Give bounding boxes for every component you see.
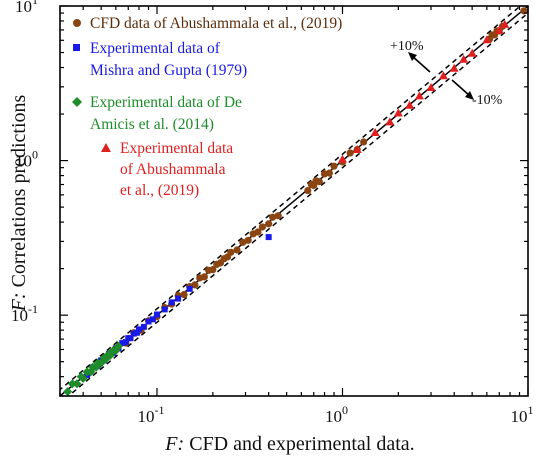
- x-axis-label: F: CFD and experimental data.: [164, 433, 414, 455]
- legend: CFD data of Abushammala et al., (2019) E…: [72, 15, 342, 199]
- legend-marker-diamond: [72, 97, 82, 107]
- data-point: [346, 149, 354, 157]
- data-point: [330, 162, 338, 170]
- reference-line-lower: [67, 12, 528, 396]
- y-axis-label-prefix: F:: [8, 292, 30, 312]
- y-axis-label-text: Correlations predictions: [8, 94, 30, 287]
- data-point: [426, 83, 436, 92]
- data-point: [254, 228, 262, 236]
- data-point: [133, 329, 140, 336]
- x-tick-label: 100: [325, 403, 348, 426]
- legend-entry-exp-abushammala-line3: et al., (2019): [120, 182, 199, 199]
- legend-entry-mishra-gupta-line2: Mishra and Gupta (1979): [90, 62, 247, 79]
- data-point: [244, 236, 252, 244]
- data-point: [370, 127, 380, 136]
- data-point: [269, 213, 277, 221]
- legend-entry-mishra-gupta-line1: Experimental data of: [90, 40, 221, 57]
- data-point: [352, 144, 362, 153]
- y-tick-label: 10-1: [11, 302, 38, 325]
- data-points: [63, 7, 528, 396]
- data-point: [414, 91, 424, 100]
- data-point: [72, 379, 82, 389]
- data-point: [449, 63, 459, 72]
- x-tick-label: 10-1: [137, 403, 164, 426]
- arrow-head-icon: [408, 52, 417, 61]
- data-point: [337, 154, 347, 163]
- data-point: [122, 339, 129, 346]
- data-point: [140, 323, 147, 330]
- data-point: [494, 25, 504, 34]
- data-point: [127, 335, 134, 342]
- legend-marker-triangle: [101, 143, 111, 152]
- data-point: [360, 138, 368, 146]
- data-point: [145, 318, 152, 325]
- legend-marker-square: [73, 44, 80, 51]
- data-point: [265, 220, 273, 228]
- data-point: [175, 295, 182, 302]
- data-point: [325, 169, 334, 177]
- annotation-plus-10-arrow: [411, 55, 431, 73]
- band-annotations: +10% -10%: [390, 39, 503, 108]
- data-point: [265, 234, 272, 241]
- data-point: [113, 341, 123, 351]
- y-tick-label: 100: [15, 148, 38, 171]
- data-point: [149, 316, 156, 323]
- data-point: [482, 35, 492, 44]
- y-axis-label: F: Correlations predictions: [8, 94, 30, 312]
- series-3: [337, 19, 510, 163]
- data-point: [258, 223, 266, 231]
- data-point: [161, 306, 168, 313]
- data-point: [209, 266, 217, 274]
- legend-entry-exp-abushammala-line2: of Abushammala: [120, 161, 226, 178]
- axis-ticks: 10-1 100 101 10-1 100 101: [11, 0, 534, 426]
- data-point: [274, 212, 282, 220]
- annotation-minus-10-arrow: [451, 79, 471, 97]
- legend-entry-exp-abushammala-line1: Experimental data: [120, 140, 233, 157]
- data-point: [405, 100, 415, 109]
- data-point: [130, 330, 137, 337]
- data-point: [459, 54, 469, 63]
- data-point: [233, 246, 241, 254]
- data-point: [168, 299, 175, 306]
- y-tick-label: 101: [15, 0, 38, 16]
- data-point: [500, 19, 510, 28]
- annotation-plus-10: +10%: [390, 39, 424, 54]
- plot-area-frame: [59, 5, 529, 397]
- annotation-minus-10: -10%: [472, 93, 503, 108]
- data-point: [227, 248, 235, 256]
- legend-entry-de-amicis-line1: Experimental data of De: [90, 94, 242, 111]
- data-point: [180, 290, 188, 299]
- legend-entry-de-amicis-line2: Amicis et al. (2014): [90, 116, 214, 133]
- arrow-head-icon: [465, 91, 474, 100]
- data-point: [304, 186, 312, 195]
- data-point: [191, 281, 199, 289]
- data-point: [78, 373, 88, 383]
- data-point: [438, 71, 448, 80]
- data-point: [200, 273, 208, 281]
- data-point: [186, 285, 193, 292]
- data-point: [153, 311, 160, 318]
- x-axis-label-prefix: F:: [164, 433, 184, 455]
- data-point: [393, 108, 403, 117]
- legend-marker-circle: [73, 19, 81, 27]
- data-point: [136, 326, 143, 333]
- data-point: [467, 48, 477, 57]
- reference-line-upper: [60, 6, 522, 391]
- data-point: [315, 178, 323, 186]
- x-tick-label: 101: [511, 403, 534, 426]
- x-axis-label-text: CFD and experimental data.: [189, 433, 415, 455]
- data-point: [63, 387, 73, 396]
- data-point: [385, 117, 395, 126]
- series-2: [63, 341, 123, 396]
- data-point: [119, 340, 126, 347]
- legend-entry-cfd-abushammala: CFD data of Abushammala et al., (2019): [90, 15, 342, 32]
